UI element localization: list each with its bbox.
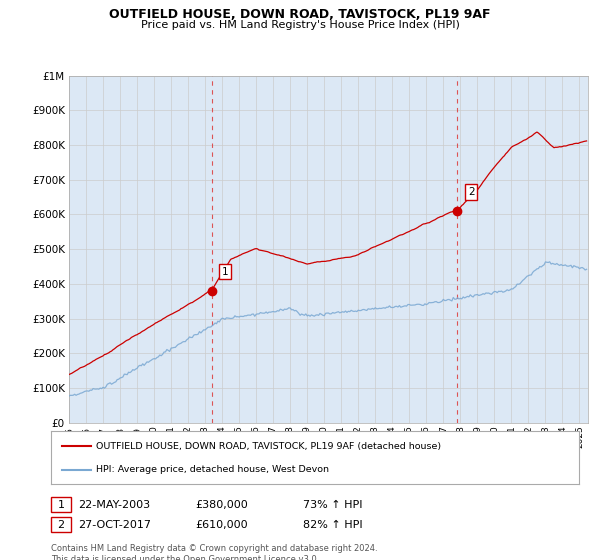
Text: HPI: Average price, detached house, West Devon: HPI: Average price, detached house, West… — [96, 465, 329, 474]
Text: £380,000: £380,000 — [195, 500, 248, 510]
Text: 22-MAY-2003: 22-MAY-2003 — [78, 500, 150, 510]
Text: 27-OCT-2017: 27-OCT-2017 — [78, 520, 151, 530]
Text: 73% ↑ HPI: 73% ↑ HPI — [303, 500, 362, 510]
Text: Contains HM Land Registry data © Crown copyright and database right 2024.
This d: Contains HM Land Registry data © Crown c… — [51, 544, 377, 560]
Text: OUTFIELD HOUSE, DOWN ROAD, TAVISTOCK, PL19 9AF (detached house): OUTFIELD HOUSE, DOWN ROAD, TAVISTOCK, PL… — [96, 442, 441, 451]
Text: 2: 2 — [58, 520, 64, 530]
Text: 1: 1 — [58, 500, 64, 510]
Text: 1: 1 — [222, 267, 229, 277]
Text: Price paid vs. HM Land Registry's House Price Index (HPI): Price paid vs. HM Land Registry's House … — [140, 20, 460, 30]
Text: £610,000: £610,000 — [195, 520, 248, 530]
Text: 2: 2 — [468, 187, 475, 197]
Text: 82% ↑ HPI: 82% ↑ HPI — [303, 520, 362, 530]
Text: OUTFIELD HOUSE, DOWN ROAD, TAVISTOCK, PL19 9AF: OUTFIELD HOUSE, DOWN ROAD, TAVISTOCK, PL… — [109, 8, 491, 21]
